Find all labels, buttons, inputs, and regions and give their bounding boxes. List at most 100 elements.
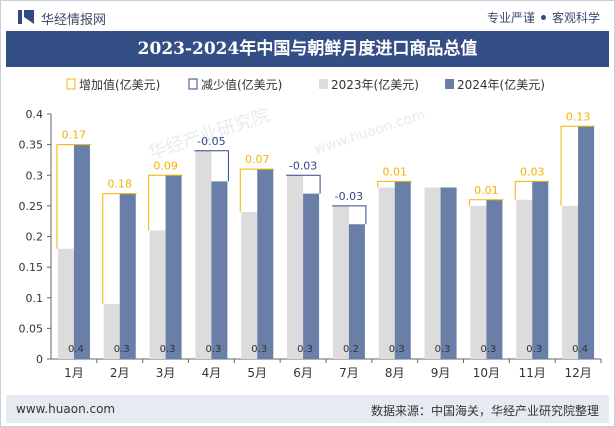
bar-2023: [195, 150, 212, 359]
bar-value-label: 0.3: [297, 344, 313, 355]
x-tick-label: 9月: [431, 366, 451, 380]
decrease-bracket: [194, 150, 229, 182]
change-label: 0.01: [383, 165, 408, 178]
change-label: 0.07: [245, 153, 270, 166]
bar-2024: [440, 187, 457, 359]
bar-value-label: 0.3: [114, 344, 130, 355]
tagline-right: 客观科学: [551, 11, 600, 25]
change-label: 0.13: [566, 110, 591, 123]
y-tick-label: 0.4: [26, 108, 44, 121]
legend-swatch-s1: [445, 79, 454, 89]
change-label: 0.09: [153, 159, 178, 172]
bar-value-label: 0.3: [160, 344, 176, 355]
increase-bracket: [377, 180, 412, 188]
y-tick-label: 0.2: [26, 231, 44, 244]
decrease-bracket: [331, 205, 367, 225]
y-tick-label: 0.1: [26, 292, 44, 305]
legend-label: 2023年(亿美元): [331, 77, 419, 92]
x-tick-label: 3月: [156, 366, 176, 380]
bar-2023: [149, 230, 166, 359]
chart-bars: 0.17 0.4 0.18 0.3 0.09 0.3 -0.05 0.3 0.07 0.3 -0.0…: [56, 110, 596, 359]
change-label: 0.03: [520, 165, 545, 178]
increase-bracket: [468, 199, 504, 206]
bar-2023: [424, 187, 441, 359]
bar-value-label: 0.3: [435, 344, 451, 355]
bar-2023: [470, 205, 487, 359]
change-label: 0.17: [62, 129, 87, 142]
increase-bracket: [148, 174, 183, 231]
legend-swatch-s0: [319, 79, 328, 89]
legend-label: 增加值(亿美元): [79, 77, 160, 92]
bar-2023: [241, 212, 258, 359]
x-tick-label: 12月: [564, 366, 591, 380]
bar-value-label: 0.3: [251, 344, 267, 355]
y-tick-label: 0.35: [19, 139, 44, 152]
legend-label: 减少值(亿美元): [201, 77, 282, 92]
bar-2023: [103, 303, 120, 359]
legend-increase-swatch: [66, 78, 76, 90]
y-tick-label: 0: [36, 353, 43, 366]
change-label: -0.03: [289, 159, 317, 172]
decrease-bracket: [286, 174, 321, 194]
bar-value-label: 0.4: [572, 344, 588, 355]
bar-value-label: 0.3: [389, 344, 405, 355]
x-tick-label: 4月: [202, 366, 222, 380]
bar-2023: [332, 205, 349, 359]
bar-2023: [516, 199, 533, 359]
y-tick-label: 0.15: [19, 261, 44, 274]
bar-2023: [562, 205, 579, 359]
chart-legend: 增加值(亿美元) 减少值(亿美元) 2023年(亿美元) 2024年(亿美元): [66, 77, 545, 92]
bar-value-label: 0.3: [205, 344, 221, 355]
bar-2024: [73, 144, 90, 359]
x-tick-label: 7月: [339, 366, 359, 380]
bar-2024: [257, 169, 274, 359]
bar-2024: [303, 193, 320, 359]
x-tick-label: 6月: [293, 366, 313, 380]
watermark-url: www.huaon.com: [312, 107, 427, 158]
bar-2024: [394, 181, 411, 359]
change-label: -0.03: [335, 190, 363, 203]
footer-site: www.huaon.com: [16, 402, 116, 416]
change-label: -0.05: [197, 135, 225, 148]
increase-bracket: [560, 125, 596, 206]
brand-name: 华经情报网: [41, 13, 107, 28]
y-tick-label: 0.05: [19, 322, 44, 335]
change-label: 0.18: [108, 178, 133, 191]
brand-logo-icon: [18, 10, 34, 24]
x-tick-label: 1月: [64, 366, 84, 380]
bar-2024: [165, 175, 182, 359]
bar-2023: [378, 187, 395, 359]
bar-2023: [287, 175, 304, 359]
bar-2023: [57, 248, 74, 359]
y-tick-label: 0.3: [26, 169, 44, 182]
increase-bracket: [102, 193, 137, 304]
increase-bracket: [56, 144, 91, 249]
tagline-left: 专业严谨: [486, 11, 535, 25]
bar-value-label: 0.4: [68, 344, 84, 355]
bar-2024: [486, 199, 503, 359]
legend-label: 2024年(亿美元): [457, 77, 545, 92]
tagline: 专业严谨 客观科学: [487, 9, 600, 26]
chart-axes: 0 0.05 0.1 0.15 0.2 0.25 0.3 0.35 0.4 1月 2月 3月 4月 5月 6…: [19, 108, 602, 380]
footer-source: 数据来源：中国海关，华经产业研究院整理: [370, 404, 599, 418]
x-tick-label: 10月: [473, 366, 500, 380]
x-tick-label: 11月: [519, 366, 546, 380]
bar-2024: [532, 181, 549, 359]
bar-2024: [211, 181, 228, 359]
bar-2024: [119, 193, 136, 359]
change-label: 0.01: [474, 184, 499, 197]
bar-value-label: 0.2: [343, 344, 359, 355]
legend-decrease-swatch: [188, 78, 198, 90]
chart-title: 2023-2024年中国与朝鲜月度进口商品总值: [6, 31, 609, 67]
increase-bracket: [239, 168, 275, 212]
bar-2024: [578, 126, 595, 359]
tagline-dot-icon: [540, 15, 546, 20]
bar-value-label: 0.3: [526, 344, 542, 355]
footer-bar: www.huaon.com 数据来源：中国海关，华经产业研究院整理: [6, 395, 609, 423]
x-tick-label: 2月: [110, 366, 130, 380]
bar-value-label: 0.3: [480, 344, 496, 355]
bar-2024: [348, 224, 365, 359]
y-tick-label: 0.25: [19, 200, 44, 213]
x-tick-label: 5月: [247, 366, 267, 380]
